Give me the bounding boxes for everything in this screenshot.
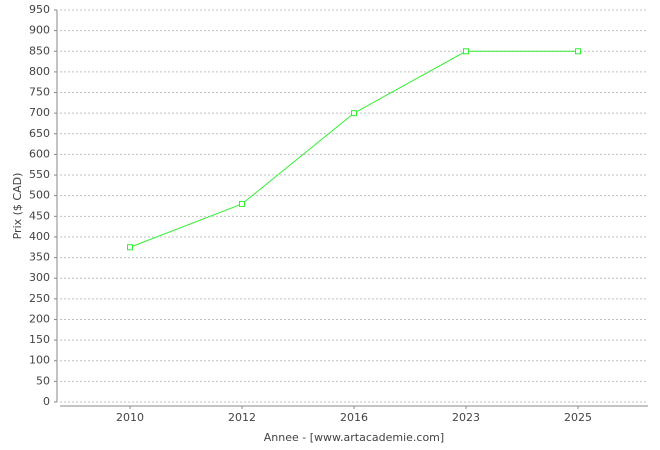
y-tick-label: 150 [29, 333, 50, 346]
x-axis-label: Annee - [www.artacademie.com] [264, 431, 444, 444]
y-tick-label: 200 [29, 312, 50, 325]
x-tick-label: 2010 [116, 411, 144, 424]
data-point [575, 48, 581, 55]
data-point [463, 48, 469, 55]
y-tick-label: 350 [29, 251, 50, 264]
data-line [129, 50, 578, 248]
x-tick-label: 2023 [452, 411, 480, 424]
y-tick-label: 600 [29, 147, 50, 160]
x-tick-label: 2012 [228, 411, 256, 424]
data-point [239, 200, 245, 207]
y-tick-label: 400 [29, 230, 50, 243]
y-tick-label: 800 [29, 65, 50, 78]
y-tick-label: 300 [29, 271, 50, 284]
y-tick-label: 900 [29, 24, 50, 37]
y-tick-label: 950 [29, 3, 50, 16]
y-tick-label: 250 [29, 292, 50, 305]
y-tick-label: 650 [29, 127, 50, 140]
y-tick-label: 500 [29, 189, 50, 202]
y-tick-label: 750 [29, 86, 50, 99]
x-tick-label: 2025 [564, 411, 592, 424]
y-tick-label: 100 [29, 354, 50, 367]
y-tick-label: 550 [29, 168, 50, 181]
y-tick-label: 700 [29, 106, 50, 119]
data-point [127, 244, 133, 251]
y-tick-label: 850 [29, 44, 50, 57]
data-point [351, 110, 357, 117]
y-tick-label: 50 [36, 374, 50, 387]
y-tick-label: 0 [43, 395, 50, 408]
x-tick-label: 2016 [340, 411, 368, 424]
y-axis-label: Prix ($ CAD) [11, 173, 24, 240]
y-tick-label: 450 [29, 209, 50, 222]
